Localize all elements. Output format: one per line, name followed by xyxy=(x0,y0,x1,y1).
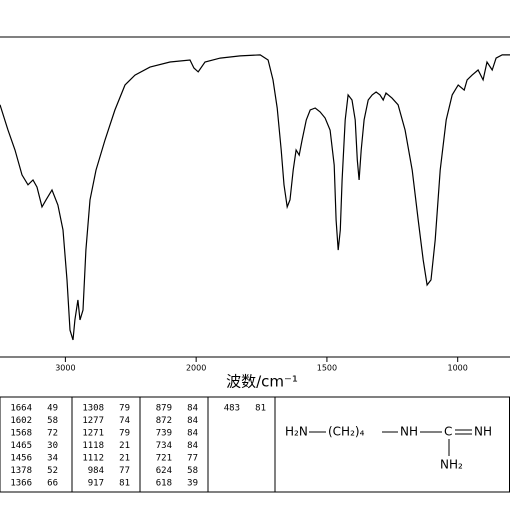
peak-transmittance: 77 xyxy=(187,454,198,464)
peak-wavenumber: 721 xyxy=(156,454,172,464)
structure-text: NH xyxy=(400,425,418,439)
x-tick-label: 3000 xyxy=(55,364,75,373)
peak-wavenumber: 624 xyxy=(156,466,172,476)
peak-transmittance: 79 xyxy=(119,429,130,439)
x-tick-label: 2000 xyxy=(186,364,206,373)
peak-wavenumber: 618 xyxy=(156,479,172,489)
peak-transmittance: 58 xyxy=(47,416,58,426)
peak-transmittance: 81 xyxy=(119,479,130,489)
peak-wavenumber: 1456 xyxy=(10,454,32,464)
peak-transmittance: 21 xyxy=(119,454,130,464)
peak-wavenumber: 1465 xyxy=(10,441,32,451)
peak-wavenumber: 1378 xyxy=(10,466,32,476)
peak-wavenumber: 1271 xyxy=(82,429,104,439)
structure-text: H₂N xyxy=(285,425,308,439)
peak-wavenumber: 739 xyxy=(156,429,172,439)
peak-wavenumber: 483 xyxy=(224,404,240,414)
peak-transmittance: 79 xyxy=(119,404,130,414)
x-tick-label: 1000 xyxy=(448,364,468,373)
structure-text: NH xyxy=(474,425,492,439)
peak-transmittance: 52 xyxy=(47,466,58,476)
peak-wavenumber: 879 xyxy=(156,404,172,414)
peak-transmittance: 84 xyxy=(187,441,198,451)
peak-wavenumber: 1112 xyxy=(82,454,104,464)
peak-transmittance: 84 xyxy=(187,404,198,414)
x-axis-label: 波数/cm⁻¹ xyxy=(226,373,298,391)
structure: H₂N (CH₂)₄ NH C NH NH₂ xyxy=(285,425,492,472)
peak-wavenumber: 917 xyxy=(88,479,104,489)
peak-transmittance: 72 xyxy=(47,429,58,439)
peak-transmittance: 77 xyxy=(119,466,130,476)
peak-transmittance: 58 xyxy=(187,466,198,476)
peak-transmittance: 39 xyxy=(187,479,198,489)
peak-wavenumber: 1366 xyxy=(10,479,32,489)
peak-wavenumber: 872 xyxy=(156,416,172,426)
peak-wavenumber: 1277 xyxy=(82,416,104,426)
peak-wavenumber: 984 xyxy=(88,466,104,476)
peak-transmittance: 74 xyxy=(119,416,130,426)
peak-wavenumber: 1118 xyxy=(82,441,104,451)
peak-transmittance: 84 xyxy=(187,429,198,439)
x-tick-label: 1500 xyxy=(317,364,337,373)
peak-wavenumber: 1664 xyxy=(10,404,32,414)
peak-wavenumber: 1568 xyxy=(10,429,32,439)
spectrum-line xyxy=(0,54,510,341)
peak-transmittance: 49 xyxy=(47,404,58,414)
peak-transmittance: 66 xyxy=(47,479,58,489)
peak-transmittance: 34 xyxy=(47,454,58,464)
peak-wavenumber: 1308 xyxy=(82,404,104,414)
peak-transmittance: 30 xyxy=(47,441,58,451)
peak-transmittance: 81 xyxy=(255,404,266,414)
peak-wavenumber: 1602 xyxy=(10,416,32,426)
peak-transmittance: 21 xyxy=(119,441,130,451)
peak-wavenumber: 734 xyxy=(156,441,172,451)
structure-text: (CH₂)₄ xyxy=(328,425,365,439)
structure-text: C xyxy=(444,425,452,439)
structure-text: NH₂ xyxy=(440,458,463,472)
peak-transmittance: 84 xyxy=(187,416,198,426)
